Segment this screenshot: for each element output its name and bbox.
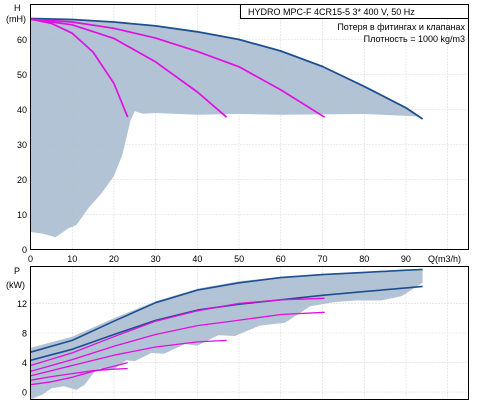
info-box: HYDRO MPC-F 4CR15-5 3* 400 V, 50 Hz Поте… [240,4,469,44]
flow-axis-label: Q(m3/h) [428,254,461,264]
power-axis-unit: (kW) [6,280,25,290]
power-y-tick-label: 4 [22,358,27,368]
flow-x-tick-label: 0 [28,254,33,264]
flow-x-tick-label: 70 [317,254,327,264]
head-y-tick-label: 50 [17,70,27,80]
power-system-curve [30,311,325,373]
power-max-curve [30,285,423,362]
info-box-fitting-loss: Потеря в фитингах и клапанах [337,22,465,32]
head-system-curve [30,18,326,118]
info-box-density: Плотность = 1000 kg/m3 [364,34,465,44]
power-y-tick-label: 8 [22,329,27,339]
power-y-tick-label: 0 [22,388,27,398]
flow-x-tick-labels: 0 10 20 30 40 50 60 70 80 90 [28,254,411,264]
flow-x-tick-label: 10 [67,254,77,264]
power-panel: P (kW) 0 4 8 12 [6,266,469,400]
flow-x-tick-label: 90 [401,254,411,264]
head-panel: HYDRO MPC-F 4CR15-5 3* 400 V, 50 Hz Поте… [6,3,469,264]
head-y-tick-label: 10 [17,210,27,220]
head-operating-area [30,18,423,238]
info-box-title: HYDRO MPC-F 4CR15-5 3* 400 V, 50 Hz [248,7,415,17]
flow-x-tick-label: 20 [109,254,119,264]
power-area-layer [30,268,423,400]
power-max-curve [30,268,423,353]
head-y-tick-labels: 0 10 20 30 40 50 60 [17,35,27,255]
head-y-tick-label: 60 [17,35,27,45]
head-axis-symbol: H [14,3,21,13]
flow-x-tick-label: 30 [151,254,161,264]
head-system-curve [30,18,129,118]
head-system-curve [30,18,228,118]
power-curves [30,268,423,386]
info-box-frame [240,4,469,19]
flow-x-tick-label: 60 [276,254,286,264]
head-y-tick-label: 30 [17,140,27,150]
power-operating-area [30,268,423,400]
power-y-tick-label: 12 [17,299,27,309]
power-system-curve [30,367,128,381]
power-system-curve [30,339,227,377]
head-y-tick-label: 20 [17,175,27,185]
power-system-curve [30,297,325,367]
operating-area-layer [30,18,423,238]
head-axis-unit: (mH) [6,14,26,24]
power-y-tick-labels: 0 4 8 12 [17,299,27,398]
power-axis-symbol: P [14,266,20,276]
flow-x-tick-label: 80 [359,254,369,264]
head-max-curve [30,17,424,120]
power-system-curve [30,361,128,386]
head-curves [30,17,424,120]
head-y-tick-label: 40 [17,105,27,115]
flow-x-tick-label: 40 [192,254,202,264]
flow-x-tick-label: 50 [234,254,244,264]
head-y-tick-label: 0 [22,245,27,255]
